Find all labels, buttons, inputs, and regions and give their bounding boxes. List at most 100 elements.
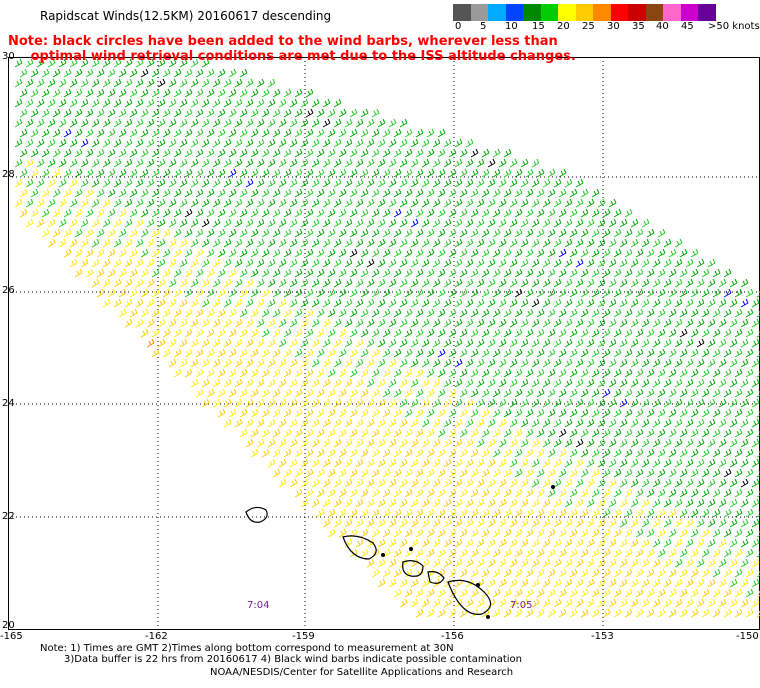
legend-swatch xyxy=(628,4,646,21)
wind-barb xyxy=(129,188,138,198)
wind-barb xyxy=(503,508,512,518)
wind-barb xyxy=(195,228,204,238)
wind-barb xyxy=(184,228,193,238)
wind-barb xyxy=(531,238,540,248)
wind-barb xyxy=(443,378,452,388)
wind-barb xyxy=(47,58,56,68)
wind-barb xyxy=(580,388,589,398)
wind-barb xyxy=(344,398,353,408)
wind-barb xyxy=(382,128,391,138)
wind-barb xyxy=(184,108,193,118)
wind-barb xyxy=(619,378,628,388)
wind-barb xyxy=(278,218,287,228)
wind-barb xyxy=(685,578,694,588)
wind-barb xyxy=(404,408,413,418)
wind-barb xyxy=(333,258,342,268)
wind-barb xyxy=(388,178,397,188)
wind-barb xyxy=(25,198,34,208)
wind-barb xyxy=(514,308,523,318)
wind-barb xyxy=(327,128,336,138)
wind-barb xyxy=(575,498,584,508)
wind-barb xyxy=(685,438,694,448)
wind-barb xyxy=(701,308,710,318)
wind-barb xyxy=(602,468,611,478)
wind-barb xyxy=(327,468,336,478)
wind-barb xyxy=(751,418,760,428)
wind-barb xyxy=(212,278,221,288)
wind-barb xyxy=(569,288,578,298)
wind-barb xyxy=(597,218,606,228)
wind-barb xyxy=(283,348,292,358)
wind-barb xyxy=(239,428,248,438)
wind-barb xyxy=(597,558,606,568)
wind-barb xyxy=(305,448,314,458)
wind-barb xyxy=(404,128,413,138)
wind-barb xyxy=(360,228,369,238)
wind-barb xyxy=(344,258,353,268)
wind-barb xyxy=(509,578,518,588)
wind-barb xyxy=(58,78,67,88)
wind-barb xyxy=(322,258,331,268)
wind-barb xyxy=(707,558,716,568)
wind-barb xyxy=(322,478,331,488)
wind-barb xyxy=(151,348,160,358)
wind-barb xyxy=(487,398,496,408)
wind-barb xyxy=(267,258,276,268)
wind-barb xyxy=(740,458,749,468)
wind-barb xyxy=(723,588,732,598)
wind-barb xyxy=(179,138,188,148)
wind-barb xyxy=(261,408,270,418)
wind-barb xyxy=(553,598,562,608)
wind-barb xyxy=(349,408,358,418)
wind-barb xyxy=(569,548,578,558)
wind-barb xyxy=(580,428,589,438)
wind-barb xyxy=(228,148,237,158)
wind-barb xyxy=(591,508,600,518)
wind-barb xyxy=(146,78,155,88)
wind-barb xyxy=(74,88,83,98)
wind-barb xyxy=(36,98,45,108)
wind-barb xyxy=(476,298,485,308)
wind-barb xyxy=(327,528,336,538)
wind-barb xyxy=(250,288,259,298)
wind-barb xyxy=(366,478,375,488)
wind-barb xyxy=(668,408,677,418)
wind-barb xyxy=(179,238,188,248)
wind-barb xyxy=(723,468,732,478)
wind-barb xyxy=(162,308,171,318)
wind-barb xyxy=(503,208,512,218)
wind-barb xyxy=(558,488,567,498)
wind-barb xyxy=(520,518,529,528)
legend-swatch xyxy=(523,4,541,21)
wind-barb xyxy=(272,88,281,98)
wind-barb xyxy=(113,158,122,168)
island-outline xyxy=(342,535,377,560)
wind-barb xyxy=(564,198,573,208)
wind-barb xyxy=(371,508,380,518)
wind-barb xyxy=(366,318,375,328)
wind-barb xyxy=(558,228,567,238)
wind-barb xyxy=(520,418,529,428)
wind-barb xyxy=(690,368,699,378)
wind-barb xyxy=(393,228,402,238)
wind-barb xyxy=(437,428,446,438)
wind-barb xyxy=(107,208,116,218)
wind-barb xyxy=(575,298,584,308)
wind-barb xyxy=(580,268,589,278)
wind-barb xyxy=(245,198,254,208)
wind-barb xyxy=(250,328,259,338)
wind-barb xyxy=(487,558,496,568)
wind-barb xyxy=(311,118,320,128)
wind-barb xyxy=(553,238,562,248)
wind-barb xyxy=(668,528,677,538)
wind-barb xyxy=(91,218,100,228)
wind-barb xyxy=(641,398,650,408)
wind-barb xyxy=(498,438,507,448)
wind-barb xyxy=(19,68,28,78)
wind-barb xyxy=(657,548,666,558)
wind-barb xyxy=(58,238,67,248)
wind-barb xyxy=(201,78,210,88)
wind-barb xyxy=(322,118,331,128)
wind-barb xyxy=(410,218,419,228)
lat-label-30: 30 xyxy=(2,51,15,62)
